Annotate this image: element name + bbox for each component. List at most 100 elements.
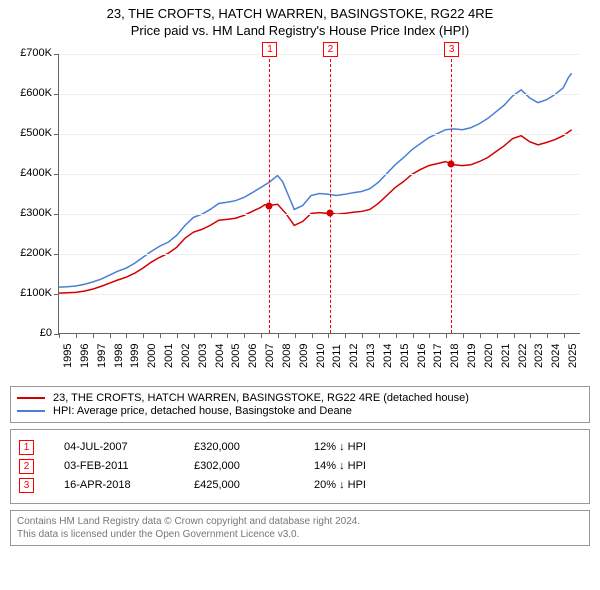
x-tick <box>446 333 447 338</box>
x-axis-label: 1998 <box>113 343 125 367</box>
x-tick <box>59 333 60 338</box>
x-axis-label: 2016 <box>416 343 428 367</box>
sale-hpi: 14% ↓ HPI <box>314 460 366 472</box>
x-tick <box>547 333 548 338</box>
sale-hpi: 20% ↓ HPI <box>314 479 366 491</box>
sale-number: 3 <box>19 478 34 493</box>
legend: 23, THE CROFTS, HATCH WARREN, BASINGSTOK… <box>10 386 590 423</box>
sale-date: 03-FEB-2011 <box>64 460 194 472</box>
series-hpi <box>59 73 572 287</box>
plot-area: 123 <box>58 54 580 334</box>
x-tick <box>345 333 346 338</box>
x-tick <box>211 333 212 338</box>
sale-price: £302,000 <box>194 460 314 472</box>
x-tick <box>463 333 464 338</box>
x-tick <box>160 333 161 338</box>
y-axis-label: £600K <box>10 87 52 99</box>
x-axis-label: 2008 <box>281 343 293 367</box>
sale-row: 203-FEB-2011£302,00014% ↓ HPI <box>19 459 581 474</box>
legend-swatch <box>17 397 45 399</box>
gridline-h <box>59 254 580 255</box>
x-axis-label: 2006 <box>247 343 259 367</box>
sale-date: 04-JUL-2007 <box>64 441 194 453</box>
x-tick <box>295 333 296 338</box>
sales-table: 1 04-JUL-2007£320,00012% ↓ HPI 203-FEB-201… <box>10 429 590 504</box>
x-tick <box>564 333 565 338</box>
attribution: Contains HM Land Registry data © Crown c… <box>10 510 590 546</box>
x-axis-label: 2020 <box>483 343 495 367</box>
x-tick <box>429 333 430 338</box>
x-tick <box>177 333 178 338</box>
sale-vline <box>269 54 270 333</box>
legend-label: 23, THE CROFTS, HATCH WARREN, BASINGSTOK… <box>53 392 469 404</box>
x-tick <box>328 333 329 338</box>
sale-row: 1 04-JUL-2007£320,00012% ↓ HPI <box>19 440 581 455</box>
sale-price: £320,000 <box>194 441 314 453</box>
y-axis-label: £700K <box>10 47 52 59</box>
x-axis-label: 2012 <box>348 343 360 367</box>
x-axis-label: 1995 <box>62 343 74 367</box>
x-axis-label: 2014 <box>382 343 394 367</box>
y-axis-label: £400K <box>10 167 52 179</box>
x-axis-label: 2013 <box>365 343 377 367</box>
gridline-h <box>59 134 580 135</box>
x-axis-label: 2023 <box>533 343 545 367</box>
gridline-h <box>59 214 580 215</box>
y-axis-label: £0 <box>10 327 52 339</box>
x-axis-label: 2021 <box>500 343 512 367</box>
x-axis-label: 1999 <box>129 343 141 367</box>
x-tick <box>261 333 262 338</box>
x-axis-label: 2003 <box>197 343 209 367</box>
sale-hpi: 12% ↓ HPI <box>314 441 366 453</box>
x-tick <box>126 333 127 338</box>
x-tick <box>514 333 515 338</box>
sale-date: 16-APR-2018 <box>64 479 194 491</box>
x-tick <box>396 333 397 338</box>
y-tick <box>54 94 59 95</box>
y-tick <box>54 54 59 55</box>
sale-callout: 2 <box>323 42 338 57</box>
x-tick <box>413 333 414 338</box>
x-tick <box>194 333 195 338</box>
sale-number: 1 <box>19 440 34 455</box>
gridline-h <box>59 94 580 95</box>
y-axis-label: £500K <box>10 127 52 139</box>
y-tick <box>54 134 59 135</box>
sale-marker-dot <box>448 160 455 167</box>
sale-marker-dot <box>266 202 273 209</box>
sale-callout: 1 <box>262 42 277 57</box>
x-axis-label: 1997 <box>96 343 108 367</box>
x-axis-label: 2001 <box>163 343 175 367</box>
x-tick <box>480 333 481 338</box>
x-axis-label: 2005 <box>230 343 242 367</box>
y-tick <box>54 254 59 255</box>
chart-area: 123 £0£100K£200K£300K£400K£500K£600K£700… <box>10 44 590 384</box>
x-tick <box>312 333 313 338</box>
y-tick <box>54 294 59 295</box>
sale-callout: 3 <box>444 42 459 57</box>
legend-swatch <box>17 410 45 412</box>
x-tick <box>76 333 77 338</box>
sale-vline <box>330 54 331 333</box>
sale-price: £425,000 <box>194 479 314 491</box>
x-tick <box>143 333 144 338</box>
x-axis-label: 2025 <box>567 343 579 367</box>
series-svg <box>59 54 580 333</box>
x-axis-label: 2022 <box>517 343 529 367</box>
attribution-line-1: Contains HM Land Registry data © Crown c… <box>17 515 583 528</box>
x-tick <box>379 333 380 338</box>
y-axis-label: £300K <box>10 207 52 219</box>
legend-row: HPI: Average price, detached house, Basi… <box>17 405 583 417</box>
sale-vline <box>451 54 452 333</box>
x-axis-label: 2004 <box>214 343 226 367</box>
y-axis-label: £200K <box>10 247 52 259</box>
x-axis-label: 2019 <box>466 343 478 367</box>
x-tick <box>497 333 498 338</box>
x-tick <box>227 333 228 338</box>
x-tick <box>530 333 531 338</box>
x-tick <box>362 333 363 338</box>
x-axis-label: 2010 <box>315 343 327 367</box>
x-axis-label: 2009 <box>298 343 310 367</box>
x-axis-label: 1996 <box>79 343 91 367</box>
x-axis-label: 2007 <box>264 343 276 367</box>
